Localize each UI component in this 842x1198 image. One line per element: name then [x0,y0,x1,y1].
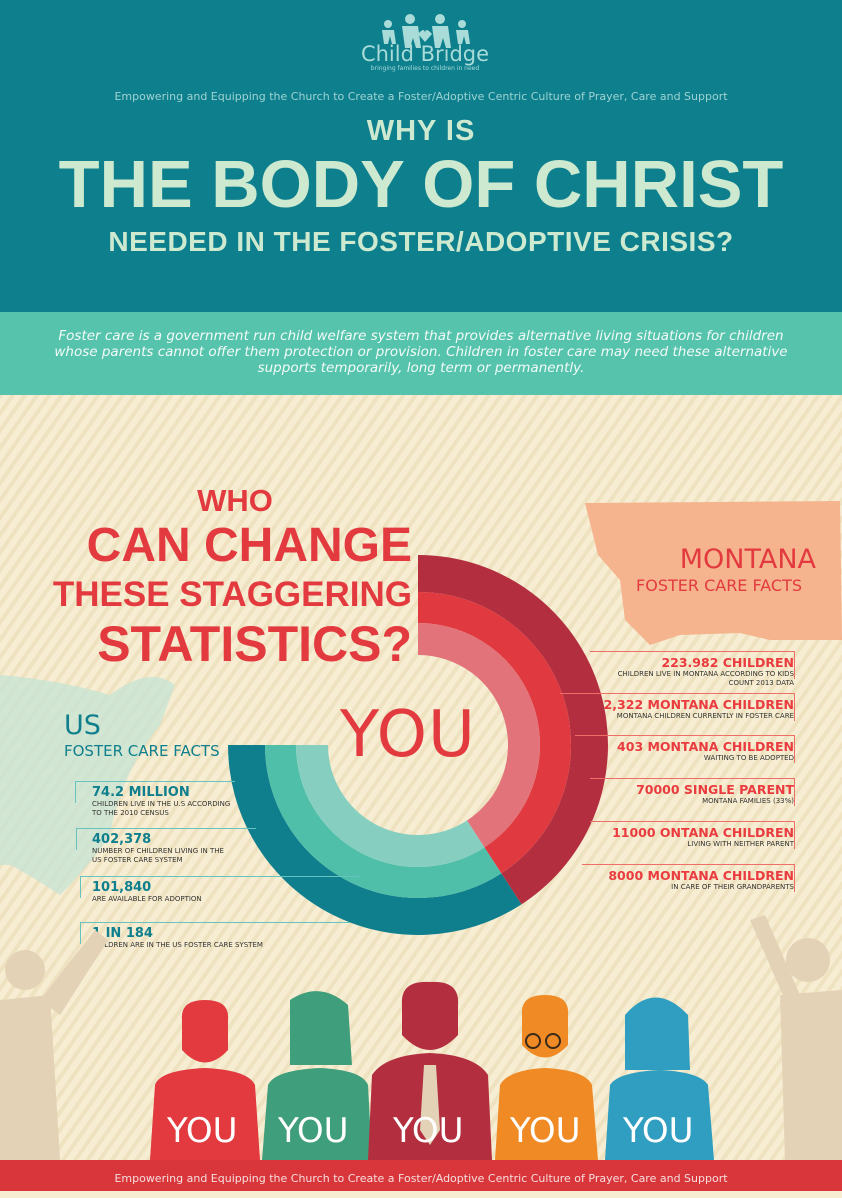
question-line-1: WHO [197,483,273,518]
person-label: YOU [278,1111,349,1151]
north-america-map [0,675,175,895]
family-icon [382,14,470,48]
inner-red-ring [418,623,540,848]
fact-detail: IN CARE OF THEIR GRANDPARENTS [671,883,794,891]
question-line-2: CAN CHANGE [86,519,412,572]
fact-headline: 402,378 [92,832,152,847]
us-fact-frame [75,781,235,803]
fact-detail: ARE AVAILABLE FOR ADOPTION [92,895,202,903]
person-label: YOU [623,1111,694,1151]
montana-fact: 70000 SINGLE PARENT MONTANA FAMILIES (33%… [636,782,794,806]
person-green-icon [262,991,372,1160]
montana-title: MONTANA [679,544,816,575]
montana-fact-frame [590,651,795,679]
montana-map [585,501,842,645]
fact-headline: 2,322 MONTANA CHILDREN [603,697,794,712]
person-label: YOU [510,1111,581,1151]
montana-fact: 11000 ONTANA CHILDREN LIVING WITH NEITHER… [612,825,794,849]
montana-subtitle: FOSTER CARE FACTS [636,576,802,595]
fact-detail: LIVING WITH NEITHER PARENT [687,840,794,848]
us-fact: 74.2 MILLION CHILDREN LIVE IN THE U.S ACC… [92,785,232,818]
montana-fact-frame [582,864,795,892]
us-fact: 402,378 NUMBER OF CHILDREN LIVING IN THE … [92,832,232,865]
montana-fact: 403 MONTANA CHILDREN WAITING TO BE ADOPTE… [617,739,794,763]
fact-headline: 70000 SINGLE PARENT [636,782,794,797]
fact-detail: NUMBER OF CHILDREN LIVING IN THE US FOST… [92,847,224,864]
person-blue-icon [605,997,714,1160]
outer-teal-ring [228,745,522,936]
montana-fact: 2,322 MONTANA CHILDREN MONTANA CHILDREN C… [604,697,794,721]
fact-headline: 8000 MONTANA CHILDREN [608,868,794,883]
intro-band: Foster care is a government run child we… [0,312,842,395]
fact-headline: 1 IN 184 [92,926,153,941]
us-fact-frame [80,922,350,944]
title-line-1: WHY IS [366,115,476,147]
fact-headline: 11000 ONTANA CHILDREN [612,825,794,840]
people-illustration [0,915,842,1160]
middle-red-ring [418,592,572,874]
center-you-label: YOU [340,698,476,772]
person-red-icon [150,1000,260,1160]
fact-headline: 101,840 [92,880,152,895]
fact-detail: MONTANA FAMILIES (33%) [702,797,794,805]
us-fact: 1 IN 184 CHILDREN ARE IN THE US FOSTER CA… [92,926,263,950]
person-label: YOU [393,1111,464,1151]
fact-headline: 403 MONTANA CHILDREN [617,739,794,754]
cheering-person-left-icon [0,930,108,1160]
person-label: YOU [167,1111,238,1151]
fact-detail: MONTANA CHILDREN CURRENTLY IN FOSTER CAR… [616,712,794,720]
person-orange-icon [495,995,598,1160]
us-fact-frame [80,876,360,898]
map-shapes [0,501,842,895]
header-tagline: Empowering and Equipping the Church to C… [114,90,728,103]
montana-fact: 8000 MONTANA CHILDREN IN CARE OF THEIR GR… [608,868,794,892]
us-fact-frame [76,828,256,850]
fact-headline: 74.2 MILLION [92,785,190,800]
person-maroon-icon [368,981,492,1160]
middle-teal-ring [265,745,502,898]
us-fact: 101,840 ARE AVAILABLE FOR ADOPTION [92,880,202,904]
fact-detail: CHILDREN ARE IN THE US FOSTER CARE SYSTE… [92,941,263,949]
question-line-4: STATISTICS? [97,616,412,672]
montana-fact: 223.982 CHILDREN CHILDREN LIVE IN MONTANA… [614,655,794,688]
title-line-3: NEEDED IN THE FOSTER/ADOPTIVE CRISIS? [108,226,734,257]
fact-detail: WAITING TO BE ADOPTED [703,754,794,762]
fact-headline: 223.982 CHILDREN [661,655,794,670]
inner-teal-ring [296,745,485,867]
outer-red-ring [418,555,609,905]
footer: Empowering and Equipping the Church to C… [0,1160,842,1191]
header: Child Bridge bringing families to childr… [0,0,842,312]
montana-fact-frame [590,821,795,849]
montana-fact-frame [590,778,795,806]
question-line-3: THESE STAGGERING [52,575,412,614]
us-subtitle: FOSTER CARE FACTS [64,742,220,760]
fact-detail: CHILDREN LIVE IN THE U.S ACCORDING TO TH… [92,800,231,817]
montana-fact-frame [575,735,795,763]
cheering-person-right-icon [750,915,842,1160]
us-title: US [64,710,101,741]
title-line-2: THE BODY OF CHRIST [58,147,784,222]
child-bridge-logo: Child Bridge bringing families to childr… [340,12,510,73]
fact-detail: CHILDREN LIVE IN MONTANA ACCORDING TO KI… [617,670,794,687]
montana-fact-frame [560,693,795,721]
